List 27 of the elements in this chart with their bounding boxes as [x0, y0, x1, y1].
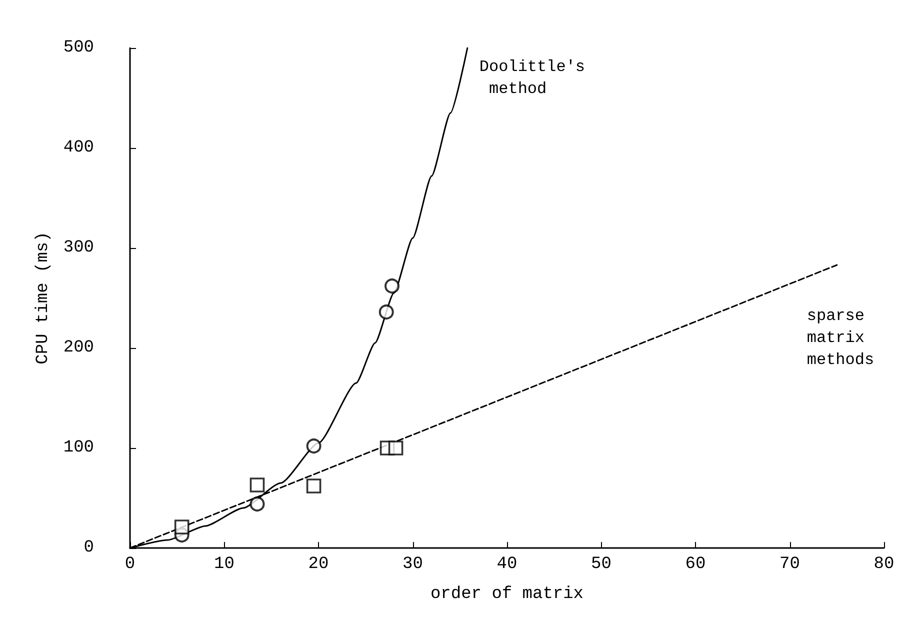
x-tick-label: 20 [308, 555, 329, 574]
y-tick-label: 300 [63, 238, 94, 258]
y-axis-title: CPU time (ms) [34, 232, 53, 364]
x-tick-label: 0 [124, 555, 136, 574]
y-tick-label: 100 [63, 438, 94, 458]
x-tick-label: 60 [685, 555, 706, 574]
point [174, 520, 190, 534]
point [388, 440, 404, 456]
y-tick-label: 400 [63, 138, 94, 158]
point [384, 278, 400, 294]
point [306, 478, 322, 494]
point [250, 478, 265, 492]
y-tick-label: 0 [84, 538, 94, 558]
x-tick-label: 80 [874, 555, 894, 574]
y-tick-label: 500 [63, 38, 94, 58]
series-label: Doolittle's method [479, 58, 586, 98]
point [306, 438, 322, 454]
series-label: sparse matrix methods [806, 307, 874, 369]
y-tick-label: 200 [63, 338, 94, 358]
x-tick-label: 50 [591, 555, 612, 574]
x-axis-title: order of matrix [430, 585, 584, 604]
x-tick-label: 30 [402, 555, 423, 574]
x-tick-label: 40 [496, 555, 518, 574]
x-tick-label: 10 [214, 555, 234, 574]
x-tick-label: 70 [780, 555, 800, 574]
point [378, 304, 394, 320]
point [250, 496, 265, 512]
